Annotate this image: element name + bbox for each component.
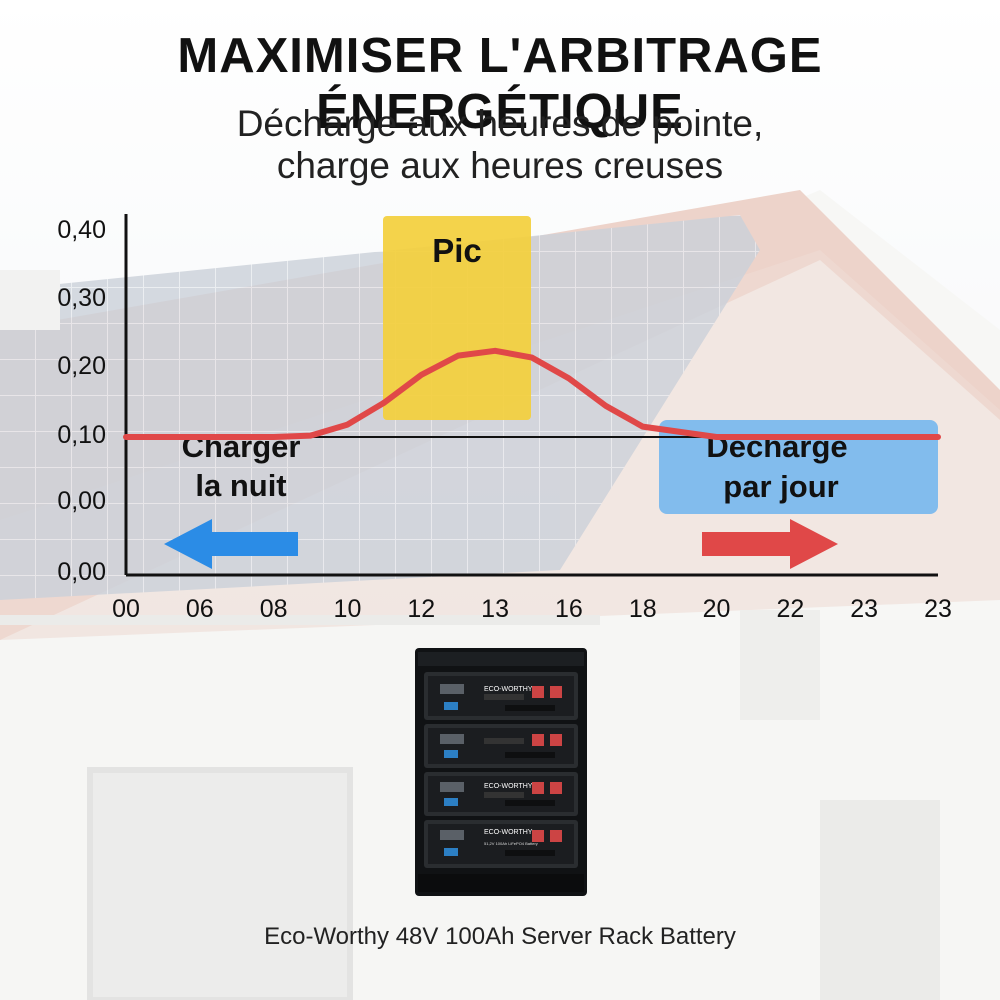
discharge-highlight-box — [659, 420, 938, 514]
x-tick-label: 20 — [703, 595, 731, 623]
peak-highlight-box — [383, 216, 531, 420]
x-tick-label: 18 — [629, 595, 657, 623]
battery-rack-image: ECO-WORTHY ECO-WORTHY — [415, 648, 587, 896]
x-tick-label: 23 — [850, 595, 878, 623]
battery-module-label: 51,2V 100Ah LiFePO4 Battery — [484, 841, 538, 846]
subtitle-line-2: charge aux heures creuses — [276, 145, 724, 186]
battery-brand-3: ECO-WORTHY — [484, 783, 533, 790]
product-caption: Eco-Worthy 48V 100Ah Server Rack Battery — [264, 923, 736, 950]
battery-module: ECO-WORTHY 51,2V 100Ah LiFePO4 Battery — [424, 820, 578, 868]
charge-arrow — [164, 519, 298, 569]
y-tick-label: 0,30 — [57, 284, 106, 312]
subtitle-line-1: Décharge aux heures de pointe, — [236, 103, 764, 144]
battery-module: ECO-WORTHY — [424, 772, 578, 816]
x-tick-label: 10 — [334, 595, 362, 623]
x-tick-label: 13 — [481, 595, 509, 623]
x-tick-label: 16 — [555, 595, 583, 623]
x-tick-label: 22 — [776, 595, 804, 623]
x-tick-label: 06 — [186, 595, 214, 623]
page-title: MAXIMISER L'ARBITRAGE ÉNERGÉTIQUE — [177, 29, 823, 139]
y-tick-label: 0,00 — [57, 558, 106, 586]
discharge-label-line-2: par jour — [723, 469, 838, 504]
charge-label-line-2: la nuit — [195, 468, 286, 503]
discharge-arrow — [702, 519, 838, 569]
battery-brand-4: ECO-WORTHY — [484, 829, 533, 836]
y-tick-label: 0,20 — [57, 352, 106, 380]
battery-module — [424, 724, 578, 768]
y-tick-label: 0,00 — [57, 487, 106, 515]
battery-module: ECO-WORTHY — [424, 672, 578, 720]
x-tick-label: 12 — [407, 595, 435, 623]
x-tick-label: 00 — [112, 595, 140, 623]
price-curve — [123, 347, 941, 440]
y-tick-label: 0,10 — [57, 421, 106, 449]
battery-brand-1: ECO-WORTHY — [484, 686, 533, 693]
x-tick-label: 23 — [924, 595, 952, 623]
x-tick-label: 08 — [260, 595, 288, 623]
peak-label: Pic — [432, 232, 482, 269]
y-tick-label: 0,40 — [57, 216, 106, 244]
